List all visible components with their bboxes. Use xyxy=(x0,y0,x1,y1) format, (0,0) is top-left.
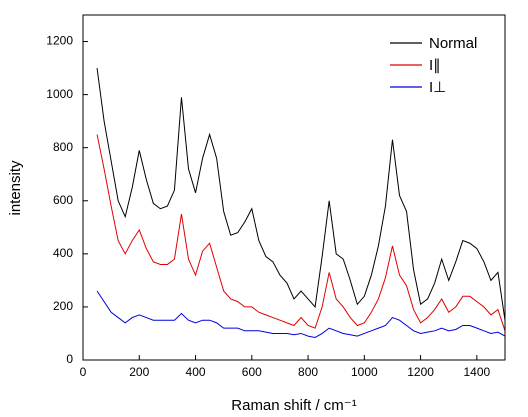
y-tick-label: 1000 xyxy=(46,87,73,101)
y-tick-label: 400 xyxy=(53,246,73,260)
series-line xyxy=(96,134,506,331)
x-tick-label: 200 xyxy=(129,365,149,379)
y-tick-label: 800 xyxy=(53,140,73,154)
x-tick-label: 0 xyxy=(80,365,87,379)
series-line xyxy=(96,290,506,338)
legend-text: I∥ xyxy=(429,57,441,74)
x-tick-label: 800 xyxy=(298,365,318,379)
legend-text: I⊥ xyxy=(429,79,446,96)
y-tick-label: 1200 xyxy=(46,34,73,48)
x-tick-label: 600 xyxy=(242,365,262,379)
y-tick-label: 200 xyxy=(53,299,73,313)
x-tick-label: 1400 xyxy=(464,365,491,379)
x-tick-label: 1200 xyxy=(407,365,434,379)
y-tick-label: 0 xyxy=(66,352,73,366)
series-line xyxy=(96,68,506,321)
plot-frame xyxy=(82,14,506,361)
x-tick-label: 1000 xyxy=(351,365,378,379)
x-axis-title: Raman shift / cm⁻¹ xyxy=(231,397,356,414)
x-tick-label: 400 xyxy=(186,365,206,379)
legend-text: Normal xyxy=(429,35,477,52)
y-tick-label: 600 xyxy=(53,193,73,207)
y-axis-title: intensity xyxy=(7,160,24,216)
